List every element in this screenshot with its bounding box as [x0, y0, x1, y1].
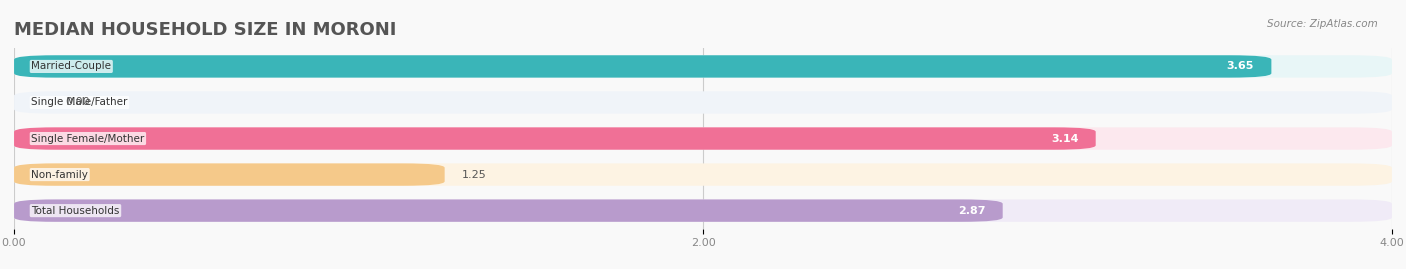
Text: MEDIAN HOUSEHOLD SIZE IN MORONI: MEDIAN HOUSEHOLD SIZE IN MORONI [14, 20, 396, 38]
Text: Source: ZipAtlas.com: Source: ZipAtlas.com [1267, 19, 1378, 29]
Text: Single Male/Father: Single Male/Father [31, 97, 128, 108]
Text: Single Female/Mother: Single Female/Mother [31, 133, 145, 144]
Text: Married-Couple: Married-Couple [31, 61, 111, 72]
FancyBboxPatch shape [14, 127, 1392, 150]
FancyBboxPatch shape [14, 127, 1095, 150]
Text: 1.25: 1.25 [463, 169, 486, 180]
Text: Total Households: Total Households [31, 206, 120, 216]
Text: 3.65: 3.65 [1227, 61, 1254, 72]
FancyBboxPatch shape [14, 199, 1002, 222]
FancyBboxPatch shape [14, 55, 1392, 78]
Text: 3.14: 3.14 [1050, 133, 1078, 144]
FancyBboxPatch shape [14, 163, 1392, 186]
Text: 0.00: 0.00 [66, 97, 90, 108]
FancyBboxPatch shape [14, 199, 1392, 222]
Text: 2.87: 2.87 [957, 206, 986, 216]
Text: Non-family: Non-family [31, 169, 89, 180]
FancyBboxPatch shape [14, 163, 444, 186]
FancyBboxPatch shape [14, 55, 1271, 78]
FancyBboxPatch shape [14, 91, 1392, 114]
